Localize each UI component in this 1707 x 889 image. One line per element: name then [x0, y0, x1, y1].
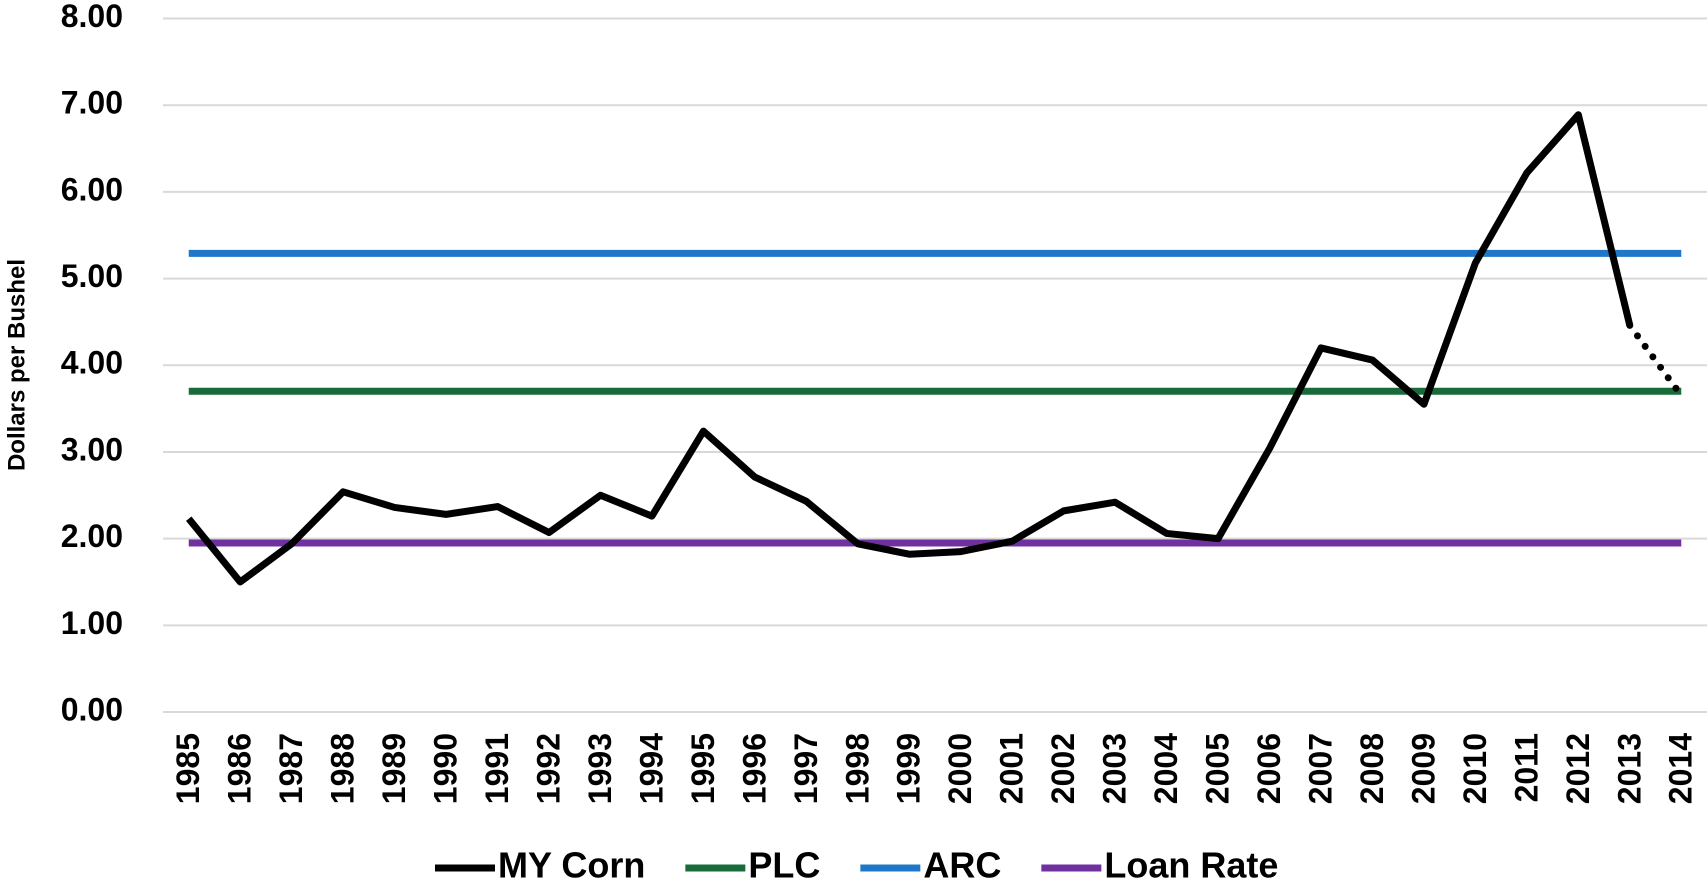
x-tick-label: 1996: [736, 733, 772, 804]
series-line: [186, 111, 1634, 586]
x-tick-label: 2000: [942, 733, 978, 804]
y-tick-label: 0.00: [61, 691, 123, 727]
x-tick-label: 2011: [1508, 733, 1544, 802]
x-tick-label: 1993: [582, 733, 618, 804]
x-tick-label: 1988: [325, 733, 361, 804]
y-tick-label: 7.00: [61, 85, 123, 121]
x-tick-label: 2001: [994, 733, 1030, 804]
series-dotted-segment: [1626, 321, 1685, 400]
legend-label: MY Corn: [498, 845, 645, 886]
y-tick-label: 4.00: [61, 345, 123, 381]
x-tick-label: 1989: [376, 733, 412, 804]
x-tick-label: 2006: [1251, 733, 1287, 804]
y-axis-title: Dollars per Bushel: [3, 259, 30, 471]
x-tick-label: 1986: [222, 733, 258, 804]
x-tick-label: 1991: [479, 733, 515, 804]
y-tick-label: 1.00: [61, 605, 123, 641]
y-tick-label: 5.00: [61, 258, 123, 294]
x-tick-label: 1987: [273, 733, 309, 804]
x-tick-label: 2009: [1405, 733, 1441, 804]
legend-label: Loan Rate: [1104, 845, 1278, 886]
x-tick-label: 1995: [685, 733, 721, 804]
x-tick-label: 2002: [1045, 733, 1081, 804]
x-tick-label: 1992: [530, 733, 566, 804]
x-tick-label: 1998: [839, 733, 875, 804]
y-tick-label: 2.00: [61, 518, 123, 554]
x-tick-label: 1994: [633, 733, 669, 804]
x-tick-label: 2010: [1457, 733, 1493, 804]
x-tick-label: 2004: [1148, 733, 1184, 804]
x-tick-label: 1997: [788, 733, 824, 804]
x-tick-label: 1990: [428, 733, 464, 804]
y-tick-label: 3.00: [61, 431, 123, 467]
x-tick-label: 2013: [1611, 733, 1647, 804]
y-tick-label: 6.00: [61, 171, 123, 207]
legend-label: ARC: [923, 845, 1001, 886]
x-tick-label: 1985: [170, 733, 206, 804]
x-tick-label: 2014: [1663, 733, 1699, 804]
legend-label: PLC: [748, 845, 820, 886]
x-tick-label: 2008: [1354, 733, 1390, 804]
x-tick-label: 2012: [1560, 733, 1596, 804]
x-tick-label: 2003: [1097, 733, 1133, 804]
x-tick-label: 2007: [1302, 733, 1338, 804]
y-tick-label: 8.00: [61, 0, 123, 34]
x-tick-label: 1999: [891, 733, 927, 804]
x-tick-label: 2005: [1200, 733, 1236, 804]
